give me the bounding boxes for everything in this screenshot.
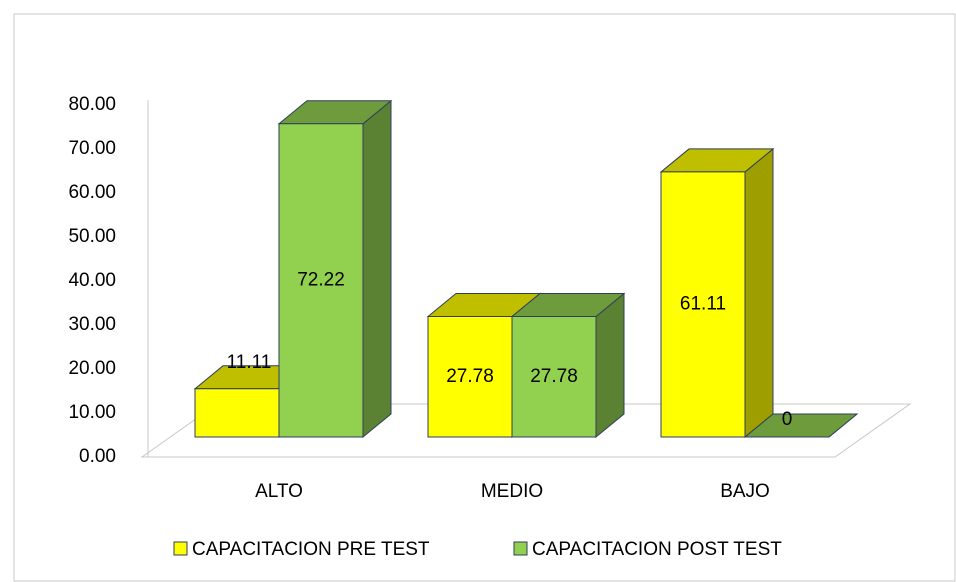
data-label: 27.78: [530, 366, 578, 387]
floor: [140, 403, 912, 458]
y-tick-label: 10.00: [68, 402, 116, 423]
bar-top: [743, 413, 859, 438]
bar: [743, 413, 859, 438]
bar-side: [595, 292, 625, 439]
y-tick-label: 40.00: [68, 270, 116, 291]
y-tick-label: 80.00: [68, 94, 116, 115]
legend-label: CAPACITACION PRE TEST: [192, 539, 430, 560]
y-tick-label: 50.00: [68, 226, 116, 247]
y-tick-label: 30.00: [68, 314, 116, 335]
data-label: 61.11: [680, 293, 726, 314]
y-tick-label: 0.00: [79, 446, 116, 467]
bar-front: [194, 388, 280, 438]
data-label: 27.78: [446, 366, 494, 387]
y-tick-label: 60.00: [68, 182, 116, 203]
legend-label: CAPACITACION POST TEST: [532, 539, 782, 560]
legend-swatch: [173, 541, 188, 556]
data-label: 11.11: [227, 352, 272, 373]
bar: [510, 292, 626, 439]
bar: [659, 147, 775, 439]
x-tick-label: MEDIO: [481, 481, 543, 502]
bar-side: [362, 99, 392, 439]
data-label: 72.22: [297, 269, 345, 290]
y-tick-label: 20.00: [68, 358, 116, 379]
data-label: 0: [782, 409, 793, 430]
bar-front: [511, 316, 597, 438]
x-tick-label: BAJO: [720, 481, 770, 502]
y-tick-label: 70.00: [68, 138, 116, 159]
bar: [277, 99, 393, 439]
legend-swatch: [513, 541, 528, 556]
bar-side: [744, 147, 774, 439]
bar-front: [278, 123, 364, 438]
x-tick-label: ALTO: [255, 481, 303, 502]
